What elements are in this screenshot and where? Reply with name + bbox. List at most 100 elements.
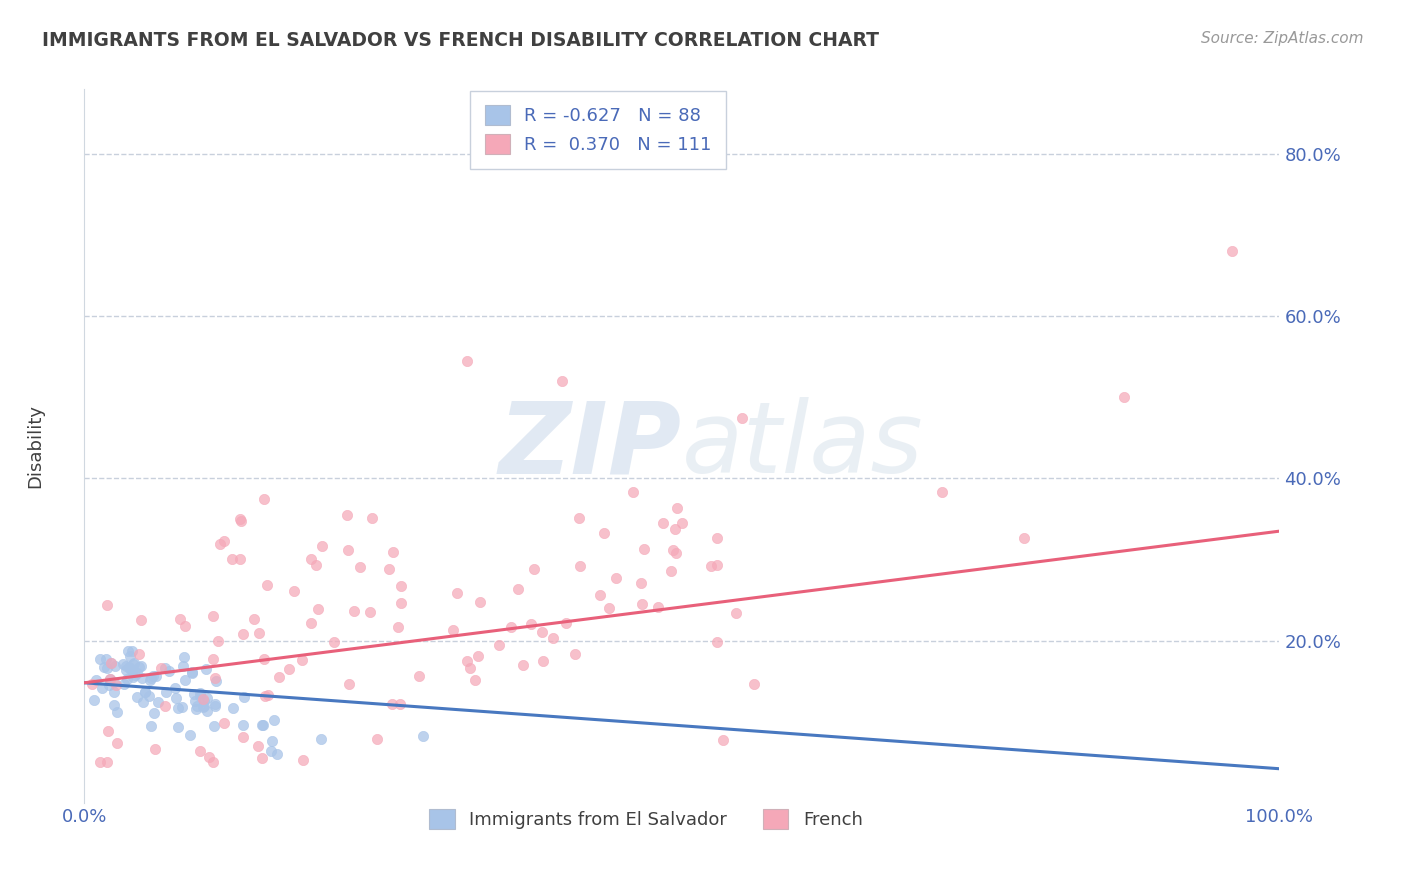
Point: [337, 542, 360, 557]
Point: [100, 656, 122, 670]
Point: [117, 672, 139, 686]
Point: [254, 689, 277, 703]
Point: [311, 539, 333, 553]
Point: [166, 700, 188, 714]
Point: [630, 576, 652, 591]
Point: [209, 537, 232, 551]
Point: [381, 697, 404, 711]
Point: [530, 624, 553, 639]
Point: [378, 561, 401, 575]
Point: [456, 654, 478, 668]
Point: [132, 694, 155, 708]
Point: [172, 658, 194, 673]
Point: [387, 619, 409, 633]
Point: [212, 533, 235, 548]
Legend: Immigrants from El Salvador, French: Immigrants from El Salvador, French: [422, 802, 870, 837]
Point: [143, 741, 166, 756]
Point: [322, 634, 344, 648]
Point: [186, 699, 208, 714]
Point: [124, 656, 146, 670]
Point: [731, 410, 754, 425]
Point: [605, 571, 627, 585]
Point: [269, 670, 291, 684]
Point: [229, 514, 252, 528]
Point: [84, 673, 107, 688]
Point: [621, 484, 644, 499]
Point: [408, 669, 430, 683]
Point: [204, 698, 226, 713]
Point: [1114, 390, 1136, 404]
Point: [96, 756, 118, 770]
Point: [229, 512, 252, 526]
Point: [100, 672, 122, 686]
Point: [309, 732, 332, 747]
Point: [467, 648, 489, 663]
Point: [124, 668, 146, 682]
Point: [139, 718, 162, 732]
Point: [1012, 531, 1035, 545]
Point: [361, 511, 384, 525]
Point: [163, 681, 186, 696]
Point: [195, 691, 218, 706]
Point: [129, 658, 152, 673]
Point: [253, 491, 276, 506]
Point: [138, 673, 160, 688]
Point: [647, 599, 669, 614]
Point: [291, 653, 314, 667]
Point: [97, 723, 120, 738]
Point: [127, 690, 149, 704]
Point: [456, 354, 478, 368]
Point: [188, 689, 211, 703]
Point: [299, 552, 322, 566]
Point: [389, 579, 412, 593]
Point: [90, 681, 112, 695]
Point: [260, 744, 283, 758]
Point: [464, 673, 486, 687]
Point: [292, 753, 315, 767]
Point: [299, 615, 322, 630]
Point: [229, 551, 252, 566]
Point: [117, 644, 139, 658]
Text: ZIP: ZIP: [499, 398, 682, 494]
Point: [195, 704, 218, 718]
Point: [105, 736, 128, 750]
Point: [183, 688, 205, 702]
Point: [120, 648, 142, 663]
Point: [120, 661, 142, 675]
Point: [359, 606, 381, 620]
Point: [128, 647, 150, 661]
Point: [633, 542, 655, 557]
Point: [128, 660, 150, 674]
Point: [148, 695, 170, 709]
Point: [243, 612, 266, 626]
Point: [204, 697, 226, 711]
Point: [488, 638, 510, 652]
Point: [165, 690, 187, 705]
Point: [198, 750, 221, 764]
Point: [193, 692, 215, 706]
Point: [89, 651, 111, 665]
Point: [96, 598, 118, 612]
Point: [131, 671, 153, 685]
Point: [122, 657, 145, 671]
Point: [232, 730, 254, 744]
Point: [202, 719, 225, 733]
Point: [82, 677, 104, 691]
Point: [263, 713, 285, 727]
Point: [134, 685, 156, 699]
Point: [105, 705, 128, 719]
Point: [382, 545, 405, 559]
Point: [446, 586, 468, 600]
Point: [499, 620, 522, 634]
Point: [103, 698, 125, 712]
Point: [305, 558, 328, 573]
Point: [202, 652, 225, 666]
Point: [184, 702, 207, 716]
Text: Source: ZipAtlas.com: Source: ZipAtlas.com: [1201, 31, 1364, 46]
Point: [523, 561, 546, 575]
Point: [139, 671, 162, 685]
Point: [155, 685, 177, 699]
Point: [662, 543, 685, 558]
Point: [666, 501, 689, 516]
Point: [706, 635, 728, 649]
